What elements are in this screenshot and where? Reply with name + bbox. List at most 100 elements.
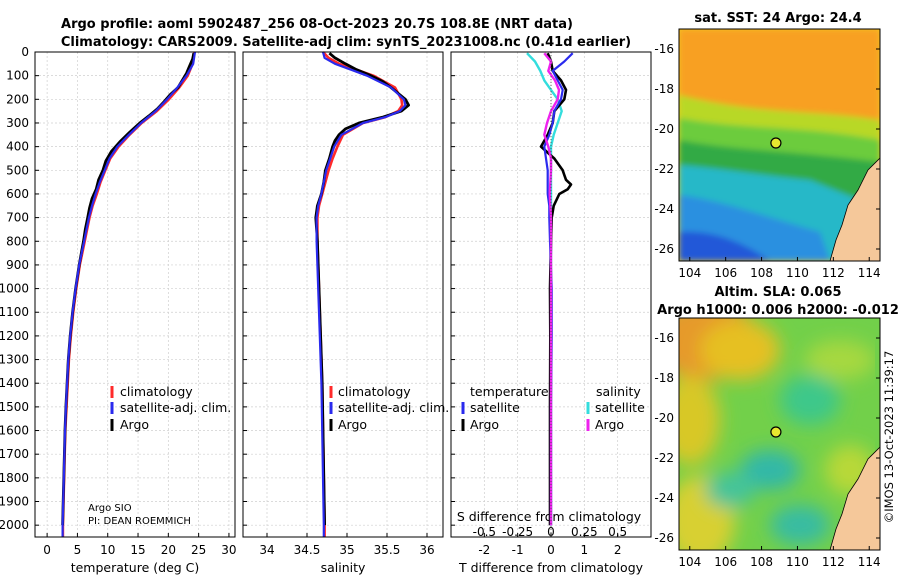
x-tick-label: 112: [822, 266, 845, 280]
sst-map-axes: 104 106 108 110 112 114 -16 -18 -20 -22 -24 -26: [654, 42, 880, 280]
sla-low-blob: [705, 472, 755, 508]
sst-map-title: sat. SST: 24 Argo: 24.4: [694, 11, 861, 26]
legend-satellite-label: satellite-adj. clim.: [338, 400, 449, 415]
sla-map-frame: [678, 317, 881, 551]
y-tick-label: 400: [6, 140, 29, 154]
top-tick-label: -0.5: [473, 525, 496, 539]
title-line-1: Argo profile: aoml 5902487_256 08-Oct-20…: [61, 17, 573, 32]
sla-blob: [805, 340, 875, 380]
sst-warm-band: [679, 29, 880, 120]
x-tick-label: 5: [74, 543, 82, 557]
y-tick-label: 500: [6, 163, 29, 177]
x-tick-label: 34.5: [294, 543, 321, 557]
x-tick-label: 114: [858, 555, 881, 569]
legend-temperature-title: temperature: [470, 384, 549, 399]
y-tick-label: -22: [654, 162, 674, 176]
y-tick-label: -18: [654, 371, 674, 385]
x-axis-label: temperature (deg C): [71, 560, 200, 575]
y-tick-label: 1100: [0, 305, 29, 319]
x-tick-label: 108: [750, 555, 773, 569]
plot-frame: [242, 51, 444, 538]
y-tick-label: 600: [6, 187, 29, 201]
x-tick-label: 108: [750, 266, 773, 280]
sst-map-frame: [678, 28, 881, 262]
sst-australia-land: [829, 157, 880, 261]
y-tick-label: -26: [654, 242, 674, 256]
y-tick-label: 200: [6, 92, 29, 106]
y-tick-label: 1700: [0, 447, 29, 461]
salinity-legend: climatology satellite-adj. clim. Argo: [329, 384, 449, 432]
series-satellite: [61, 51, 197, 537]
y-tick-label: -16: [654, 331, 674, 345]
y-tick-label: -16: [654, 42, 674, 56]
x-tick-label: 112: [822, 555, 845, 569]
difference-panel: -2 -1 0 1 2-0.5 -0.25 0 0.25 0.5S difference fro…: [450, 51, 652, 575]
y-tick-label: -18: [654, 82, 674, 96]
legend-satellite-label: satellite-adj. clim.: [120, 400, 231, 415]
sla-blob: [679, 375, 720, 465]
temperature-legend: climatology satellite-adj. clim. Argo: [110, 384, 231, 432]
x-tick-label: 106: [714, 266, 737, 280]
legend-salinity-title: salinity: [596, 384, 641, 399]
plot-frame: [450, 51, 652, 538]
legend-argo-label: Argo: [120, 417, 149, 432]
x-tick-label: 1: [581, 543, 589, 557]
x-tick-label: 30: [221, 543, 236, 557]
argo-position-marker: [770, 137, 782, 149]
x-tick-label: 104: [678, 555, 701, 569]
x-tick-label: 2: [614, 543, 622, 557]
x-tick-label: 0: [547, 543, 555, 557]
legend-s-satellite-label: satellite: [595, 400, 645, 415]
plot-area: [243, 52, 443, 537]
sla-low-blob: [780, 375, 840, 425]
y-tick-label: 2000: [0, 518, 29, 532]
salinity-panel: 34 34.5 35 35.5 36 salinity: [242, 51, 444, 575]
x-tick-label: 35.5: [374, 543, 401, 557]
x-axis-label: T difference from climatology: [458, 560, 644, 575]
plot-frame: [34, 51, 236, 538]
sla-map: [679, 318, 880, 550]
x-tick-label: 36: [419, 543, 434, 557]
sla-map-axes: 104 106 108 110 112 114 -16 -18 -20 -22 -24 -26: [654, 331, 880, 569]
x-tick-label: 114: [858, 266, 881, 280]
series-satellite: [315, 51, 407, 537]
y-tick-label: 1300: [0, 353, 29, 367]
y-tick-label: 100: [6, 69, 29, 83]
x-tick-label: 104: [678, 266, 701, 280]
top-tick-label: 0.5: [608, 525, 627, 539]
legend-s-argo-label: Argo: [595, 417, 624, 432]
sst-deepblue-band: [679, 231, 770, 261]
sla-low-blob: [740, 450, 800, 490]
title-line-2: Climatology: CARS2009. Satellite-adj cli…: [61, 35, 631, 50]
sla-australia-land: [829, 446, 880, 550]
credit-pi: PI: DEAN ROEMMICH: [88, 516, 191, 527]
y-tick-label: -24: [654, 491, 674, 505]
x-tick-label: 110: [786, 555, 809, 569]
legend-climatology-label: climatology: [338, 384, 411, 399]
sla-map-title-2: Argo h1000: 0.006 h2000: -0.012: [657, 303, 899, 318]
sst-map: [679, 29, 880, 261]
y-tick-label: 1200: [0, 329, 29, 343]
x-tick-label: 25: [191, 543, 206, 557]
x-tick-label: 34: [259, 543, 274, 557]
x-tick-label: -1: [512, 543, 524, 557]
x-tick-label: -2: [478, 543, 490, 557]
x-tick-label: 15: [130, 543, 145, 557]
plot-area: [35, 52, 235, 537]
y-tick-label: 0: [21, 45, 29, 59]
sla-blob: [700, 320, 780, 380]
y-tick-label: -22: [654, 451, 674, 465]
y-tick-label: -24: [654, 202, 674, 216]
y-tick-label: -20: [654, 411, 674, 425]
top-tick-label: 0.25: [571, 525, 598, 539]
y-tick-label: 1900: [0, 495, 29, 509]
y-tick-label: 800: [6, 234, 29, 248]
legend-t-satellite-label: satellite: [470, 400, 520, 415]
x-axis-label: salinity: [321, 560, 366, 575]
y-tick-label: 700: [6, 211, 29, 225]
y-tick-label: -26: [654, 531, 674, 545]
sla-map-title-1: Altim. SLA: 0.065: [715, 285, 842, 300]
y-tick-label: 1000: [0, 282, 29, 296]
x-tick-label: 110: [786, 266, 809, 280]
